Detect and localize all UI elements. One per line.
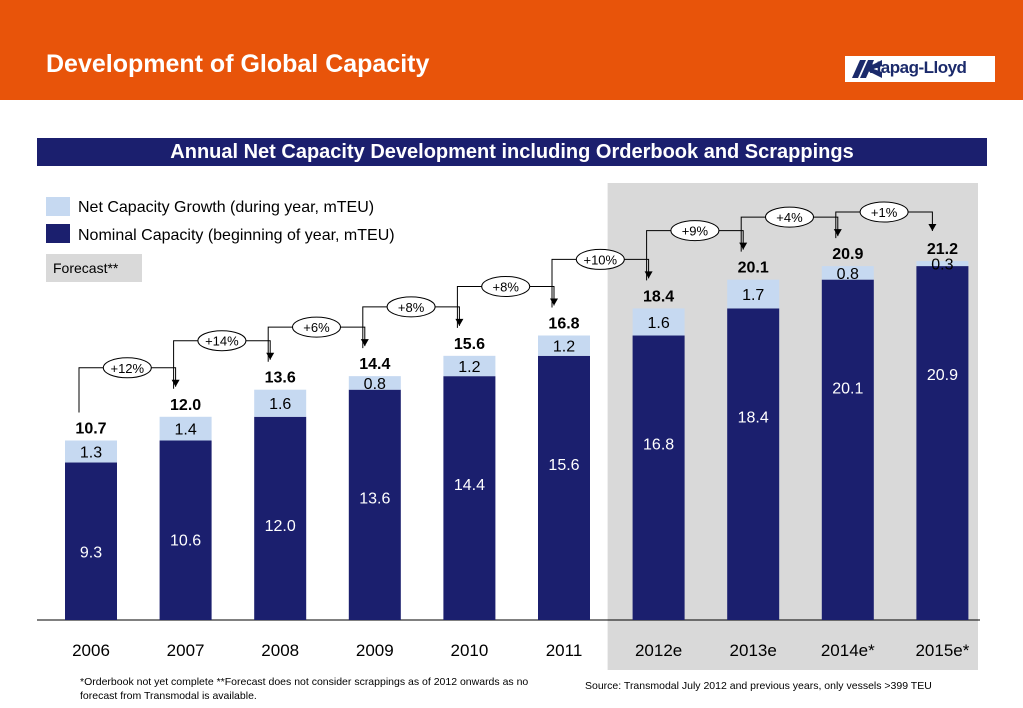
nominal-value-label: 20.1 (832, 381, 863, 398)
x-tick-label: 2014e* (821, 641, 875, 660)
growth-value-label: 0.8 (364, 376, 386, 393)
growth-annotation-label: +8% (398, 300, 425, 315)
legend-swatch-growth (46, 197, 70, 216)
growth-annotation-bubble (765, 206, 814, 228)
bar-nominal-2013e (727, 308, 780, 620)
x-tick-label: 2011 (546, 641, 583, 660)
x-tick-label: 2013e (730, 641, 777, 660)
growth-annotation-bubble (197, 330, 247, 352)
x-tick-label: 2009 (356, 641, 394, 660)
nominal-value-label: 10.6 (170, 532, 201, 549)
total-value-label: 13.6 (265, 370, 296, 387)
growth-annotation-label: +9% (682, 224, 709, 239)
nominal-value-label: 15.6 (548, 457, 579, 474)
growth-annotation-label: +4% (776, 210, 803, 225)
bar-growth-2010 (443, 355, 496, 377)
total-value-label: 16.8 (548, 316, 579, 333)
growth-arrow-head (928, 224, 937, 231)
x-tick-label: 2015e* (915, 641, 969, 660)
nominal-value-label: 18.4 (738, 409, 769, 426)
bar-growth-2008 (254, 389, 307, 417)
growth-value-label: 1.2 (553, 339, 575, 356)
nominal-value-label: 9.3 (80, 544, 102, 561)
total-value-label: 20.9 (832, 246, 863, 263)
total-value-label: 21.2 (927, 241, 958, 258)
subtitle-bar (37, 138, 987, 166)
growth-arrow-head (360, 339, 369, 347)
growth-annotation-bubble (292, 316, 341, 338)
growth-annotation-label: +1% (871, 205, 898, 220)
total-value-label: 20.1 (738, 260, 769, 277)
growth-annotation-bubble (575, 248, 625, 270)
bar-growth-2009 (348, 376, 401, 390)
x-tick-label: 2012e (635, 641, 682, 660)
legend-label-nominal: Nominal Capacity (beginning of year, mTE… (78, 227, 395, 244)
total-value-label: 14.4 (359, 356, 390, 373)
growth-value-label: 0.8 (837, 266, 859, 283)
growth-value-label: 1.6 (647, 315, 669, 332)
bar-nominal-2008 (254, 416, 307, 620)
growth-arrow-head (171, 379, 180, 387)
logo-text: Hapag-Lloyd (869, 58, 967, 77)
growth-arrow-head (550, 298, 558, 306)
source-note: Source: Transmodal July 2012 and previou… (585, 680, 932, 692)
nominal-value-label: 14.4 (454, 477, 485, 494)
bar-growth-2015e* (916, 261, 969, 267)
total-value-label: 15.6 (454, 336, 485, 353)
growth-annotation-bubble (386, 296, 436, 318)
growth-value-label: 1.6 (269, 396, 291, 413)
bar-growth-2014e* (821, 266, 874, 280)
total-value-label: 12.0 (170, 397, 201, 414)
growth-arrow-head (266, 352, 275, 360)
bar-nominal-2011 (538, 355, 590, 620)
nominal-value-label: 20.9 (927, 367, 958, 384)
growth-annotation-label: +6% (303, 320, 330, 335)
bar-growth-2007 (159, 416, 212, 441)
header-bar (0, 0, 1023, 100)
growth-annotation-label: +10% (583, 252, 617, 267)
growth-value-label: 1.7 (742, 287, 764, 304)
x-tick-label: 2006 (72, 641, 110, 660)
footnote: *Orderbook not yet complete **Forecast d… (80, 676, 529, 702)
bar-nominal-2007 (159, 440, 212, 620)
bar-growth-2011 (538, 335, 590, 356)
growth-value-label: 1.4 (174, 422, 196, 439)
nominal-value-label: 13.6 (359, 491, 390, 508)
growth-value-label: 1.3 (80, 445, 102, 462)
bar-growth-2012e (632, 308, 685, 336)
bar-growth-2006 (65, 440, 117, 463)
growth-annotation-bubble (859, 201, 909, 223)
x-tick-label: 2008 (261, 641, 299, 660)
growth-annotation-bubble (481, 276, 531, 298)
growth-arrow-head (455, 318, 464, 326)
nominal-value-label: 12.0 (265, 518, 296, 535)
growth-value-label: 1.2 (458, 359, 480, 376)
bar-nominal-2015e* (916, 266, 969, 620)
growth-annotation-bubble (102, 357, 152, 379)
total-value-label: 18.4 (643, 288, 674, 305)
growth-annotation-label: +14% (205, 334, 239, 349)
nominal-value-label: 16.8 (643, 437, 674, 454)
bar-nominal-2012e (632, 335, 685, 620)
bar-growth-2013e (727, 279, 780, 309)
bar-nominal-2006 (65, 462, 117, 620)
page-title: Development of Global Capacity (46, 50, 430, 78)
x-tick-label: 2007 (167, 641, 205, 660)
forecast-label-box (46, 254, 142, 282)
bar-nominal-2009 (348, 389, 401, 620)
legend-swatch-nominal (46, 224, 70, 243)
chart-subtitle: Annual Net Capacity Development includin… (170, 141, 854, 163)
hapag-lloyd-logo-icon (852, 60, 882, 78)
growth-annotation-label: +8% (493, 280, 520, 295)
growth-annotation-label: +12% (110, 361, 144, 376)
growth-annotation-bubble (670, 220, 720, 242)
legend-label-growth: Net Capacity Growth (during year, mTEU) (78, 199, 374, 216)
forecast-label: Forecast** (53, 260, 119, 276)
x-tick-label: 2010 (450, 641, 488, 660)
total-value-label: 10.7 (75, 421, 106, 438)
bar-nominal-2010 (443, 376, 496, 620)
growth-value-label: 0.3 (931, 257, 953, 274)
bar-nominal-2014e* (821, 279, 874, 620)
